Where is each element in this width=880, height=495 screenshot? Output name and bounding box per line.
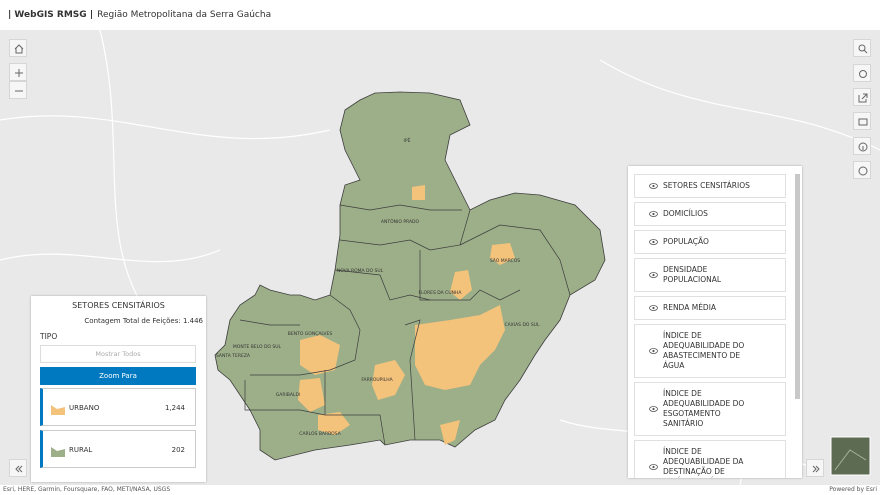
municipality-label: FLORES DA CUNHA (419, 290, 463, 296)
layer-label: ÍNDICE DE ADEQUABILIDADE DO ABASTECIMENT… (663, 331, 745, 370)
layer-label: POPULAÇÃO (663, 237, 709, 246)
expand-right-button[interactable] (806, 459, 824, 477)
icon (858, 166, 868, 176)
icon (859, 70, 867, 78)
layer-label: ÍNDICE DE ADEQUABILIDADE DO ESGOTAMENTO … (663, 389, 745, 428)
layer-item[interactable]: ÍNDICE DE ADEQUABILIDADE DA DESTINAÇÃO D… (634, 440, 786, 478)
municipality-label: NOVA ROMA DO SUL (337, 268, 384, 274)
legend-label: URBANO (69, 404, 100, 412)
legend-count: Contagem Total de Feições: 1.446 (84, 317, 203, 325)
municipality-label: FARROUPILHA (361, 377, 393, 383)
icon (858, 44, 868, 54)
icon (14, 44, 24, 54)
legend-label: RURAL (69, 446, 93, 454)
layer-list: SETORES CENSITÁRIOS DOMICÍLIOS POPULAÇÃO DE… (628, 166, 802, 478)
legend-item[interactable]: RURAL 202 (40, 430, 196, 468)
scrollbar[interactable] (795, 174, 800, 399)
visibility-icon[interactable] (649, 183, 658, 189)
icon (858, 93, 868, 103)
municipality-label: SÃO MARCOS (490, 257, 520, 264)
zoom-out-button[interactable] (9, 81, 27, 99)
visibility-icon[interactable] (649, 464, 658, 470)
attribution: Esri, HERE, Garmin, Foursquare, FAO, MET… (3, 486, 171, 493)
search-button[interactable] (853, 39, 871, 57)
locate-button[interactable] (853, 64, 871, 82)
thumbnail-detail (834, 449, 867, 471)
visibility-icon[interactable] (649, 239, 658, 245)
footer: Esri, HERE, Garmin, Foursquare, FAO, MET… (0, 485, 880, 495)
layer-item[interactable]: ÍNDICE DE ADEQUABILIDADE DO ESGOTAMENTO … (634, 382, 786, 436)
visibility-icon[interactable] (649, 305, 658, 311)
legend-count-value: 202 (171, 446, 185, 454)
visibility-icon[interactable] (649, 211, 658, 217)
layer-item[interactable]: POPULAÇÃO (634, 230, 786, 254)
swatch (51, 405, 65, 415)
municipality-label: ANTÔNIO PRADO (381, 218, 420, 225)
municipality-label: SANTA TEREZA (216, 353, 251, 359)
municipality-label: CARLOS BARBOSA (299, 431, 341, 437)
legend-section: TIPO (40, 332, 58, 341)
municipality-labels: IPÊ ANTÔNIO PRADO NOVA ROMA DO SUL SÃO M… (216, 136, 540, 437)
layer-item[interactable]: ÍNDICE DE ADEQUABILIDADE DO ABASTECIMENT… (634, 324, 786, 378)
layer-label: RENDA MÉDIA (663, 303, 717, 312)
municipality-label: BENTO GONÇALVES (288, 331, 333, 337)
municipality-label: IPÊ (404, 136, 411, 144)
collapse-left-button[interactable] (9, 459, 27, 477)
layer-item[interactable]: SETORES CENSITÁRIOS (634, 174, 786, 198)
zoom-button[interactable]: Zoom Para (40, 367, 196, 385)
layer-item[interactable]: RENDA MÉDIA (634, 296, 786, 320)
basemap-thumbnail[interactable] (830, 436, 871, 476)
visibility-icon[interactable] (649, 272, 658, 278)
urban-areas (298, 185, 515, 445)
layer-label: DOMICÍLIOS (663, 209, 708, 218)
zoom-in-button[interactable] (9, 63, 27, 81)
share-button[interactable] (853, 88, 871, 106)
home-button[interactable] (9, 39, 27, 57)
layer-label: DENSIDADE POPULACIONAL (663, 265, 722, 284)
visibility-icon[interactable] (649, 348, 658, 354)
layer-label: SETORES CENSITÁRIOS (663, 181, 750, 190)
layer-item[interactable]: DOMICÍLIOS (634, 202, 786, 226)
icon (858, 142, 868, 152)
legend-count-value: 1,244 (164, 404, 185, 412)
swatch (51, 447, 65, 457)
legend-title: SETORES CENSITÁRIOS (72, 301, 165, 310)
help-button[interactable] (853, 161, 871, 179)
municipal-boundaries (239, 204, 571, 446)
show-all-button[interactable]: Mostrar Todos (40, 345, 196, 363)
spacer (628, 166, 802, 170)
municipality-label: MONTE BELO DO SUL (233, 344, 282, 350)
icon (15, 465, 23, 473)
layer-item[interactable]: DENSIDADE POPULACIONAL (634, 258, 786, 292)
legend-panel: SETORES CENSITÁRIOS Contagem Total de Fe… (31, 296, 206, 482)
header: | WebGIS RMSG | Região Metropolitana da S… (0, 0, 880, 30)
municipality-label: CAXIAS DO SUL (504, 322, 540, 328)
app-title: | WebGIS RMSG | (8, 10, 94, 20)
icon (812, 465, 820, 473)
visibility-icon[interactable] (649, 406, 658, 412)
info-button[interactable] (853, 137, 871, 155)
powered-by: Powered by Esri (829, 486, 877, 493)
icon (15, 90, 23, 92)
municipality-label: GARIBALDI (276, 392, 300, 398)
icon (15, 69, 23, 77)
icon (858, 118, 868, 126)
layer-label: ÍNDICE DE ADEQUABILIDADE DA DESTINAÇÃO D… (663, 447, 744, 478)
basemap-button[interactable] (853, 112, 871, 130)
legend-item[interactable]: URBANO 1,244 (40, 388, 196, 426)
app-subtitle: Região Metropolitana da Serra Gaúcha (97, 10, 272, 20)
